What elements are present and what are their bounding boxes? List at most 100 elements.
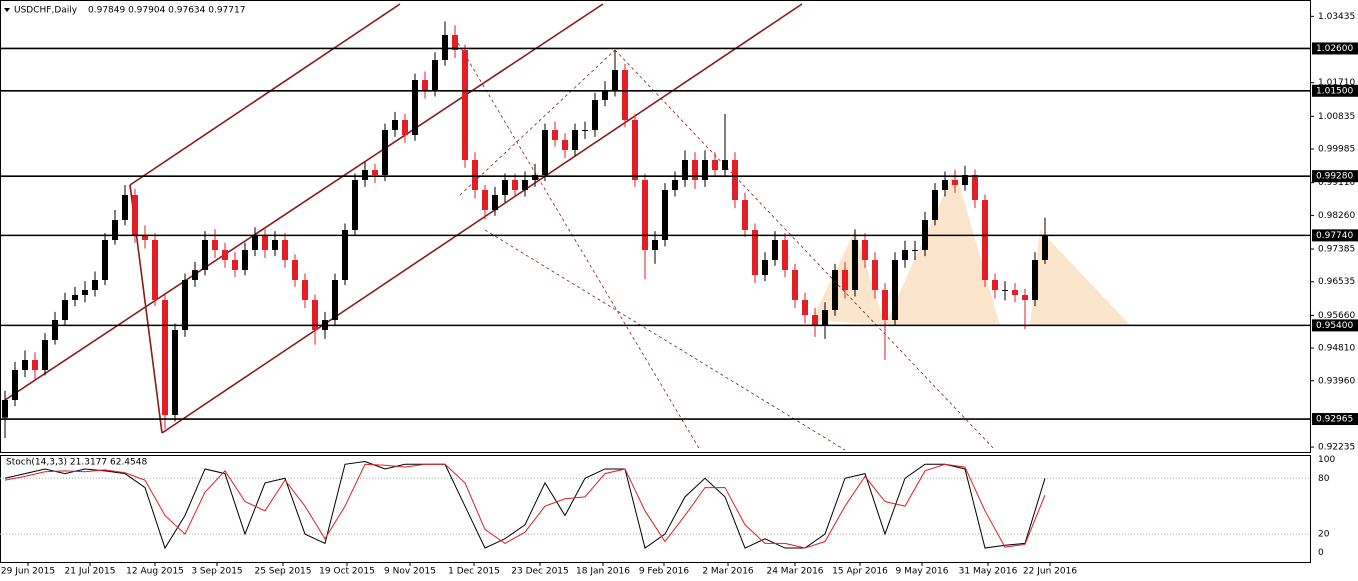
level-label: 1.02600 xyxy=(1316,44,1353,54)
candle-body xyxy=(622,70,628,120)
candle-body xyxy=(392,120,398,130)
y-tick-label: 0 xyxy=(1318,548,1324,558)
candle-body xyxy=(872,260,878,290)
candle-body xyxy=(342,230,348,280)
candle-body xyxy=(352,180,358,230)
candle-body xyxy=(562,140,568,150)
candle-body xyxy=(532,175,538,180)
y-tick-label: 100 xyxy=(1318,455,1335,465)
x-tick-label: 21 Jul 2015 xyxy=(65,567,116,577)
drawings xyxy=(4,3,1130,451)
candle-body xyxy=(132,195,138,235)
candle-body xyxy=(762,260,768,275)
level-label: 0.92965 xyxy=(1316,415,1353,425)
dashed-line xyxy=(459,49,616,196)
x-tick-label: 18 Jan 2016 xyxy=(576,567,630,577)
quote: 0.97849 0.97904 0.97634 0.97717 xyxy=(88,6,245,16)
y-tick-label: 0.94810 xyxy=(1318,344,1355,354)
y-tick-label: 1.00835 xyxy=(1318,112,1355,122)
candle-body xyxy=(952,180,958,185)
candle-body xyxy=(742,200,748,230)
candle-body xyxy=(1042,235,1048,260)
trend-line xyxy=(4,3,604,401)
candle-body xyxy=(422,80,428,90)
candle-body xyxy=(962,175,968,185)
candle-body xyxy=(382,130,388,175)
level-label: 0.97740 xyxy=(1316,231,1353,241)
channel xyxy=(4,3,803,434)
candle-body xyxy=(122,195,128,220)
candle-body xyxy=(512,180,518,190)
y-tick-label: 0.95660 xyxy=(1318,311,1355,321)
level-box xyxy=(1312,84,1358,97)
candle-body xyxy=(702,160,708,180)
candle-body xyxy=(632,120,638,180)
level-box xyxy=(1312,42,1358,55)
candle-body xyxy=(292,260,298,280)
candle-body xyxy=(302,280,308,300)
candle-body xyxy=(262,235,268,250)
x-tick-label: 3 Sep 2015 xyxy=(191,567,242,577)
candle-body xyxy=(1022,295,1028,300)
candle-body xyxy=(372,170,378,175)
stoch-line xyxy=(4,463,1046,549)
level-box xyxy=(1312,319,1358,332)
candle-body xyxy=(92,280,98,290)
candle-body xyxy=(982,200,988,280)
candle-body xyxy=(672,180,678,190)
candle-body xyxy=(882,290,888,320)
candle-body xyxy=(222,250,228,260)
candle-body xyxy=(1002,290,1008,291)
candle-body xyxy=(852,240,858,290)
candle-body xyxy=(492,195,498,210)
candle-body xyxy=(312,300,318,330)
candle-body xyxy=(112,220,118,240)
candle-body xyxy=(692,160,698,180)
candle-body xyxy=(1032,260,1038,300)
candle-body xyxy=(752,230,758,275)
main-frame xyxy=(0,0,1311,453)
y-tick-label: 0.98260 xyxy=(1318,211,1355,221)
y-tick-label: 0.99110 xyxy=(1318,178,1355,188)
candle-body xyxy=(972,175,978,200)
level-label: 0.99280 xyxy=(1316,172,1353,182)
dashed-line xyxy=(454,37,701,451)
candle-body xyxy=(942,180,948,190)
candle-body xyxy=(542,130,548,175)
candle-body xyxy=(72,295,78,300)
candle-body xyxy=(522,180,528,190)
candle-body xyxy=(172,330,178,415)
candle-body xyxy=(452,35,458,50)
candle-body xyxy=(32,360,38,370)
candle-body xyxy=(462,50,468,160)
candle-body xyxy=(682,160,688,180)
symbol: USDCHF,Daily xyxy=(14,6,78,16)
y-tick-label: 1.01710 xyxy=(1318,78,1355,88)
candle-body xyxy=(572,130,578,150)
candle-body xyxy=(822,310,828,325)
candle-body xyxy=(62,300,68,320)
candle-body xyxy=(662,190,668,240)
candle-body xyxy=(902,250,908,260)
candle-body xyxy=(232,260,238,270)
x-tick-label: 19 Oct 2015 xyxy=(319,567,375,577)
y-tick-label: 0.96535 xyxy=(1318,277,1355,287)
candle-body xyxy=(912,250,918,251)
y-tick-label: 0.99985 xyxy=(1318,145,1355,155)
head xyxy=(885,170,1000,325)
candle-body xyxy=(182,280,188,330)
candle-body xyxy=(552,130,558,140)
candle-body xyxy=(812,315,818,325)
dashed-line xyxy=(614,49,996,451)
x-tick-label: 9 Nov 2015 xyxy=(384,567,436,577)
candle-body xyxy=(362,170,368,180)
candle-body xyxy=(412,80,418,135)
x-tick-label: 31 May 2016 xyxy=(959,567,1018,577)
candle-body xyxy=(192,270,198,280)
candle-body xyxy=(642,180,648,250)
candle-body xyxy=(582,130,588,131)
candle-body xyxy=(932,190,938,220)
candle-body xyxy=(482,190,488,210)
candle-body xyxy=(52,320,58,340)
